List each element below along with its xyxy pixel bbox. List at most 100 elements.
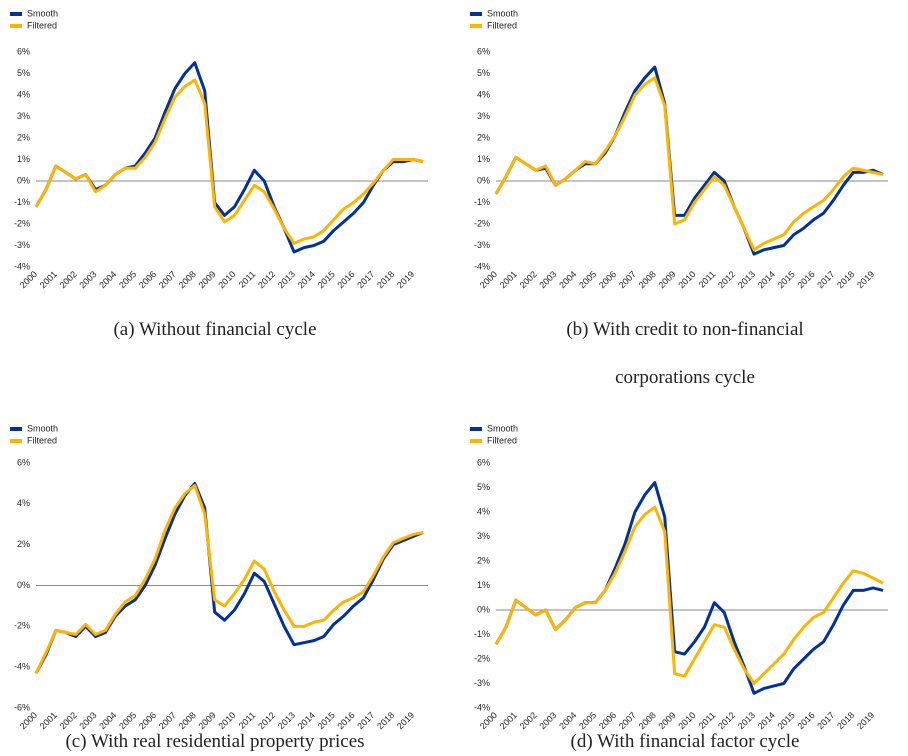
x-tick-label: 2012 [716,269,737,290]
x-tick-label: 2019 [855,269,876,290]
chart: Smooth Filtered -4% -3% -2% -1% 0% 1% 2% 3% 4% 5% 6%… [10,8,428,290]
y-tick-label: -4% [474,702,490,712]
x-tick-label: 2004 [97,269,118,290]
series-line [34,483,424,674]
y-tick-label: -2% [474,653,490,663]
y-tick-label: 6% [17,457,30,467]
x-tick-label: 2001 [38,269,59,290]
y-tick-label: 4% [477,506,490,516]
x-tick-label: 2008 [177,269,198,290]
y-tick-label: -6% [14,702,30,712]
x-tick-label: 2002 [518,269,539,290]
chart: Smooth Filtered -4% -3% -2% -1% 0% 1% 2% 3% 4% 5% 6%… [470,8,888,290]
y-tick-label: 0% [477,604,490,614]
x-tick-label: 2001 [498,269,519,290]
x-tick-label: 2014 [756,269,777,290]
y-tick-label: -4% [14,261,30,271]
y-tick-label: 1% [477,580,490,590]
y-tick-label: -4% [14,662,30,672]
y-tick-label: -1% [14,197,30,207]
y-tick-label: 0% [17,580,30,590]
y-tick-label: -3% [474,240,490,250]
series-line [34,61,424,254]
x-tick-label: 2004 [557,269,578,290]
x-tick-label: 2008 [637,269,658,290]
x-tick-label: 2000 [18,269,39,290]
x-tick-label: 2005 [117,269,138,290]
x-tick-label: 2011 [237,269,258,290]
x-tick-label: 2000 [478,269,499,290]
y-tick-label: 4% [477,89,490,99]
legend-label: Smooth [27,423,58,433]
x-tick-label: 2014 [296,269,317,290]
y-tick-label: 2% [477,132,490,142]
x-tick-label: 2007 [157,269,178,290]
x-tick-label: 2010 [676,269,697,290]
y-tick-label: -2% [14,621,30,631]
y-tick-label: -4% [474,261,490,271]
x-tick-label: 2003 [537,269,558,290]
series-line [494,65,884,256]
x-tick-label: 2012 [256,269,277,290]
y-tick-label: 3% [17,111,30,121]
x-tick-label: 2015 [776,269,797,290]
x-tick-label: 2017 [355,269,376,290]
x-tick-label: 2015 [316,269,337,290]
y-tick-label: 5% [17,68,30,78]
y-tick-label: -1% [474,197,490,207]
y-tick-label: 4% [17,498,30,508]
y-tick-label: -3% [474,678,490,688]
legend-label: Filtered [487,435,517,445]
x-tick-label: 2009 [196,269,217,290]
caption: (d) With financial factor cycle [570,731,800,752]
y-tick-label: 5% [477,482,490,492]
legend-label: Smooth [487,423,518,433]
y-tick-label: 6% [477,457,490,467]
y-tick-label: -2% [474,218,490,228]
x-tick-label: 2016 [795,269,816,290]
y-tick-label: -2% [14,218,30,228]
chart: SmoothFiltered-6%-4%-2%0%2%4%6%200020012… [10,423,428,731]
y-tick-label: -3% [14,240,30,250]
y-tick-label: 6% [17,46,30,56]
x-tick-label: 2018 [835,269,856,290]
caption: (a) Without financial cycle [113,319,317,340]
legend-label: Filtered [27,435,57,445]
legend-label: Smooth [27,8,58,18]
x-tick-label: 2006 [597,269,618,290]
chart: Smooth Filtered -4% -3% -2% -1% 0% 1% 2% 3% 4% 5% 6%… [470,423,888,731]
x-tick-label: 2006 [137,269,158,290]
series-line [494,481,884,695]
series-line [34,78,424,245]
y-tick-label: 0% [477,175,490,185]
caption: (c) With real residential property price… [65,731,365,752]
x-tick-label: 2013 [736,269,757,290]
legend-label: Filtered [487,20,517,30]
x-tick-label: 2002 [58,269,79,290]
legend-label: Smooth [487,8,518,18]
x-tick-label: 2003 [77,269,98,290]
x-tick-label: 2009 [656,269,677,290]
caption: (b) With credit to non-financial corpora… [566,319,804,388]
y-tick-label: 2% [477,555,490,565]
series-line [34,481,424,675]
y-tick-label: 4% [17,89,30,99]
x-tick-label: 2010 [216,269,237,290]
y-tick-label: 1% [477,154,490,164]
x-tick-label: 2013 [276,269,297,290]
series-line [494,76,884,252]
x-tick-label: 2017 [815,269,836,290]
legend-label: Filtered [27,20,57,30]
y-tick-label: 0% [17,175,30,185]
series-line [494,505,884,685]
y-tick-label: 6% [477,46,490,56]
y-tick-label: 5% [477,68,490,78]
y-tick-label: 3% [477,111,490,121]
x-tick-label: 2011 [697,269,718,290]
y-tick-label: 2% [17,132,30,142]
x-tick-label: 2007 [617,269,638,290]
y-tick-label: 1% [17,154,30,164]
y-tick-label: 3% [477,531,490,541]
x-tick-label: 2016 [335,269,356,290]
